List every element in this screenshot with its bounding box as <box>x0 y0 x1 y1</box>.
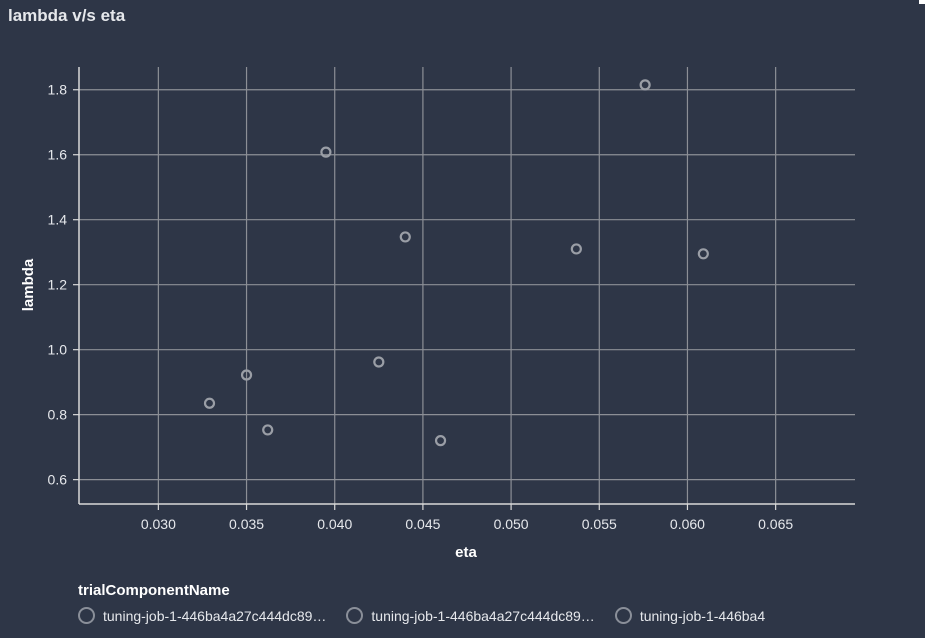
circle-marker-icon <box>78 607 95 624</box>
tick-labels: 0.030 0.035 0.040 0.045 0.050 0.055 0.060 0.065… <box>48 82 794 532</box>
grid <box>79 67 855 504</box>
scatter-point[interactable] <box>434 435 447 447</box>
legend: trialComponentName tuning-job-1-446ba4a2… <box>78 582 925 638</box>
x-tick-label: 0.035 <box>229 516 264 532</box>
y-tick-label: 1.6 <box>48 147 68 163</box>
legend-item-label: tuning-job-1-446ba4a27c444dc89… <box>371 607 595 624</box>
corner-mark <box>919 0 925 4</box>
legend-item[interactable]: tuning-job-1-446ba4a27c444dc89… <box>346 607 595 624</box>
scatter-point[interactable] <box>570 243 582 255</box>
circle-marker-icon <box>614 607 632 624</box>
legend-item-label: tuning-job-1-446ba4a27c444dc89… <box>103 607 327 624</box>
page-title: lambda v/s eta <box>8 6 126 25</box>
y-tick-label: 1.4 <box>48 212 68 228</box>
y-tick-label: 1.0 <box>48 342 68 358</box>
y-tick-label: 0.8 <box>48 407 68 423</box>
legend-title: trialComponentName <box>78 582 230 599</box>
y-tick-label: 0.6 <box>48 472 68 488</box>
x-tick-label: 0.050 <box>494 516 529 532</box>
scatter-point[interactable] <box>639 79 651 91</box>
axes <box>73 67 855 510</box>
y-tick-label: 1.2 <box>48 277 68 293</box>
scatter-point[interactable] <box>697 248 709 260</box>
x-tick-label: 0.055 <box>582 516 617 532</box>
x-tick-label: 0.040 <box>317 516 352 532</box>
scatter-point[interactable] <box>240 369 253 381</box>
data-points <box>203 79 709 447</box>
x-tick-label: 0.045 <box>405 516 440 532</box>
scatter-point[interactable] <box>373 356 385 368</box>
x-axis-label: eta <box>455 544 477 561</box>
scatter-point[interactable] <box>320 146 332 158</box>
legend-item[interactable]: tuning-job-1-446ba4a27c444dc89… <box>78 607 326 624</box>
legend-item-label: tuning-job-1-446ba4 <box>639 607 766 624</box>
legend-items: tuning-job-1-446ba4a27c444dc89… tuning-j… <box>78 607 925 624</box>
x-tick-label: 0.060 <box>670 516 705 532</box>
scatter-point[interactable] <box>203 397 216 409</box>
scatter-chart: 0.030 0.035 0.040 0.045 0.050 0.055 0.060 0.065… <box>20 67 855 561</box>
scatter-point[interactable] <box>399 231 411 243</box>
y-axis-label: lambda <box>20 258 37 311</box>
scatter-point[interactable] <box>262 424 274 436</box>
circle-marker-icon <box>346 607 364 624</box>
x-tick-label: 0.030 <box>141 516 176 532</box>
x-tick-label: 0.065 <box>758 516 793 532</box>
y-tick-label: 1.8 <box>48 82 68 98</box>
legend-item[interactable]: tuning-job-1-446ba4 <box>614 607 766 624</box>
